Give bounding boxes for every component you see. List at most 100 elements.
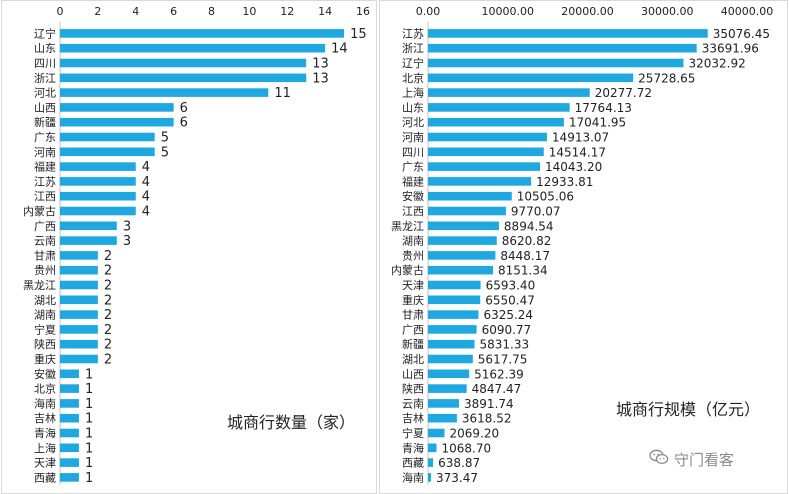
category-label: 江苏 — [402, 27, 424, 40]
data-value-label: 12933.81 — [536, 175, 593, 189]
category-label: 内蒙古 — [23, 204, 56, 218]
data-value-label: 14 — [331, 42, 348, 57]
data-value-label: 1 — [85, 367, 93, 382]
category-label: 北京 — [402, 71, 424, 85]
data-value-label: 638.87 — [438, 456, 480, 470]
data-value-label: 10505.06 — [517, 190, 574, 204]
x-tick-label: 0.00 — [416, 5, 441, 18]
data-bar — [60, 295, 98, 305]
category-label: 江苏 — [34, 175, 56, 188]
data-value-label: 6325.24 — [483, 308, 533, 322]
category-label: 福建 — [402, 174, 424, 188]
data-bar — [60, 147, 155, 157]
data-bar — [428, 58, 684, 68]
x-tick-label: 16 — [356, 5, 370, 18]
watermark-text: 守门看客 — [674, 451, 735, 469]
data-value-label: 3618.52 — [462, 412, 512, 426]
chart-title-bank-scale: 城商行规模（亿元） — [616, 400, 761, 419]
data-bar — [428, 191, 512, 201]
category-label: 广东 — [402, 161, 424, 174]
data-value-label: 6 — [180, 101, 188, 116]
category-label: 安徽 — [34, 367, 56, 381]
data-value-label: 33691.96 — [702, 42, 759, 56]
data-value-label: 4 — [142, 205, 150, 220]
data-bar — [60, 73, 307, 83]
data-bar — [428, 221, 499, 231]
data-value-label: 2 — [104, 249, 112, 264]
category-label: 宁夏 — [402, 426, 424, 440]
data-bar — [60, 221, 117, 231]
data-value-label: 2 — [104, 279, 112, 294]
category-label: 河南 — [34, 146, 56, 159]
data-bar — [428, 206, 506, 216]
data-bar — [60, 236, 117, 245]
data-bar — [60, 58, 307, 68]
data-value-label: 5162.39 — [474, 367, 524, 381]
data-bar — [428, 280, 481, 290]
category-label: 重庆 — [34, 352, 56, 366]
category-label: 西藏 — [402, 457, 424, 470]
data-bar — [60, 103, 174, 112]
data-value-label: 13 — [312, 71, 329, 86]
data-value-label: 1 — [85, 427, 93, 442]
x-tick-label: 10000.00 — [482, 5, 535, 18]
data-bar — [428, 295, 481, 305]
data-bar — [428, 251, 496, 260]
x-tick-label: 8 — [208, 5, 215, 18]
category-label: 甘肃 — [402, 309, 424, 322]
category-label: 浙江 — [34, 72, 56, 85]
data-value-label: 8620.82 — [502, 234, 552, 248]
data-value-label: 4 — [142, 175, 150, 190]
data-value-label: 8151.34 — [498, 264, 548, 278]
data-bar — [60, 339, 98, 349]
data-value-label: 4847.47 — [472, 382, 522, 396]
data-value-label: 5617.75 — [478, 353, 528, 367]
data-bar — [60, 399, 79, 408]
data-value-label: 6 — [180, 116, 188, 131]
category-label: 辽宁 — [34, 26, 56, 40]
category-label: 江西 — [34, 190, 56, 203]
data-bar — [60, 458, 79, 467]
category-label: 青海 — [402, 441, 424, 455]
category-label: 北京 — [34, 382, 56, 396]
data-value-label: 3 — [123, 219, 131, 234]
data-bar — [60, 384, 79, 393]
data-value-label: 2 — [104, 338, 112, 353]
category-label: 云南 — [34, 235, 56, 248]
data-value-label: 13 — [312, 57, 329, 72]
data-value-label: 14514.17 — [549, 145, 606, 159]
x-tick-label: 2 — [94, 5, 101, 18]
category-label: 天津 — [34, 457, 56, 470]
category-label: 上海 — [34, 441, 56, 455]
data-bar — [428, 162, 540, 171]
data-value-label: 17041.95 — [569, 116, 626, 130]
data-bar — [60, 117, 174, 127]
data-bar — [60, 443, 79, 453]
data-value-label: 20277.72 — [595, 86, 652, 100]
data-bar — [428, 310, 479, 319]
data-bar — [428, 43, 697, 53]
x-tick-label: 12 — [280, 5, 294, 18]
data-value-label: 15 — [350, 27, 367, 42]
x-tick-label: 20000.00 — [561, 5, 614, 18]
data-bar — [60, 29, 345, 38]
x-tick-label: 6 — [170, 5, 177, 18]
category-label: 陕西 — [34, 337, 56, 351]
data-value-label: 1 — [85, 441, 93, 456]
category-label: 辽宁 — [402, 56, 424, 70]
data-bar — [428, 354, 473, 364]
data-bar — [428, 132, 547, 142]
data-bar — [428, 73, 634, 83]
category-label: 河南 — [402, 131, 424, 144]
category-label: 贵州 — [34, 264, 56, 277]
data-value-label: 9770.07 — [511, 205, 561, 219]
data-value-label: 5 — [161, 145, 169, 160]
category-label: 云南 — [402, 397, 424, 410]
data-bar — [428, 103, 570, 112]
data-value-label: 5 — [161, 131, 169, 146]
data-bar — [60, 43, 326, 53]
data-bar — [60, 413, 79, 423]
chart-panel-bank-count: 0 2 4 6 8 10 12 14 16 辽宁 15 山东 14 四川 13 浙江 13 河北 11 山西 6 新疆 6 广… — [1, 0, 377, 494]
data-bar — [428, 265, 494, 275]
